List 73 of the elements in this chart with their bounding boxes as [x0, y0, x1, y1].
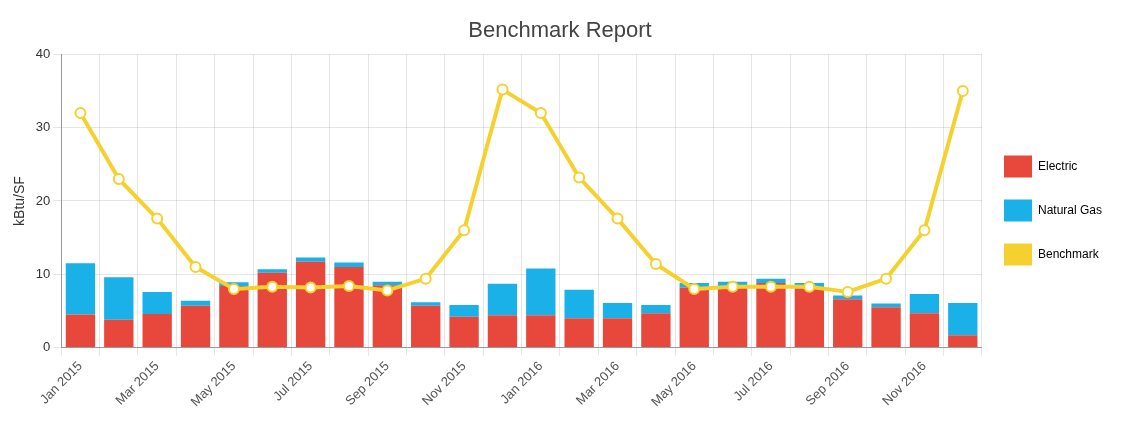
- bar: [65, 314, 96, 348]
- point: [112, 173, 125, 186]
- point: [304, 281, 317, 294]
- bar: [871, 307, 901, 348]
- point: [458, 224, 471, 237]
- point: [726, 280, 739, 293]
- bar: [602, 318, 633, 348]
- bar: [717, 286, 748, 348]
- bar: [641, 305, 671, 314]
- bar: [948, 335, 978, 348]
- y-tick-label: 0: [43, 339, 51, 355]
- bar: [564, 318, 594, 348]
- point: [419, 272, 432, 285]
- y-tick-label: 30: [35, 119, 51, 135]
- bar: [104, 319, 134, 348]
- point: [611, 212, 624, 225]
- point: [918, 224, 931, 237]
- point: [803, 280, 816, 293]
- bar: [334, 262, 364, 267]
- bar: [180, 305, 211, 348]
- chart-title: Benchmark Report: [468, 17, 652, 43]
- bar: [487, 315, 518, 348]
- point: [880, 272, 893, 285]
- point: [342, 280, 355, 293]
- bar: [564, 289, 594, 319]
- bar: [526, 268, 556, 316]
- point: [496, 83, 509, 96]
- point: [573, 171, 586, 184]
- bar: [104, 277, 134, 320]
- bar: [526, 315, 556, 348]
- y-tick-label: 40: [35, 45, 51, 61]
- bar: [487, 283, 518, 316]
- bar: [411, 305, 441, 348]
- bar: [257, 269, 287, 273]
- point: [649, 258, 662, 271]
- bar: [909, 294, 940, 314]
- point: [688, 282, 701, 295]
- bar: [295, 261, 326, 348]
- bar: [219, 286, 249, 348]
- point: [74, 107, 87, 120]
- legend-label: Electric: [1037, 158, 1078, 173]
- bar: [909, 313, 940, 348]
- bar: [257, 272, 287, 348]
- bar: [449, 305, 479, 317]
- point: [534, 107, 547, 120]
- bar: [449, 316, 479, 348]
- bar: [142, 313, 172, 348]
- bar: [411, 302, 441, 306]
- point: [841, 285, 854, 298]
- bar: [641, 313, 671, 348]
- point: [227, 282, 240, 295]
- y-tick-label: 20: [35, 192, 51, 208]
- legend-label: Natural Gas: [1037, 202, 1103, 217]
- point: [381, 284, 394, 297]
- bar: [948, 302, 978, 336]
- point: [151, 212, 164, 225]
- bar: [679, 287, 709, 348]
- bar: [602, 302, 633, 319]
- bar: [794, 288, 825, 348]
- point: [956, 85, 969, 98]
- bar: [180, 300, 211, 306]
- legend-label: Benchmark: [1037, 246, 1100, 261]
- bar: [142, 291, 172, 314]
- y-axis-title: kBtu/SF: [11, 176, 28, 226]
- bar: [65, 263, 96, 315]
- bar: [295, 257, 326, 262]
- point: [266, 280, 279, 293]
- point: [189, 260, 202, 273]
- bar: [833, 299, 863, 348]
- bar: [334, 266, 364, 348]
- bar: [756, 283, 786, 348]
- y-tick-label: 10: [35, 265, 51, 281]
- point: [764, 280, 777, 293]
